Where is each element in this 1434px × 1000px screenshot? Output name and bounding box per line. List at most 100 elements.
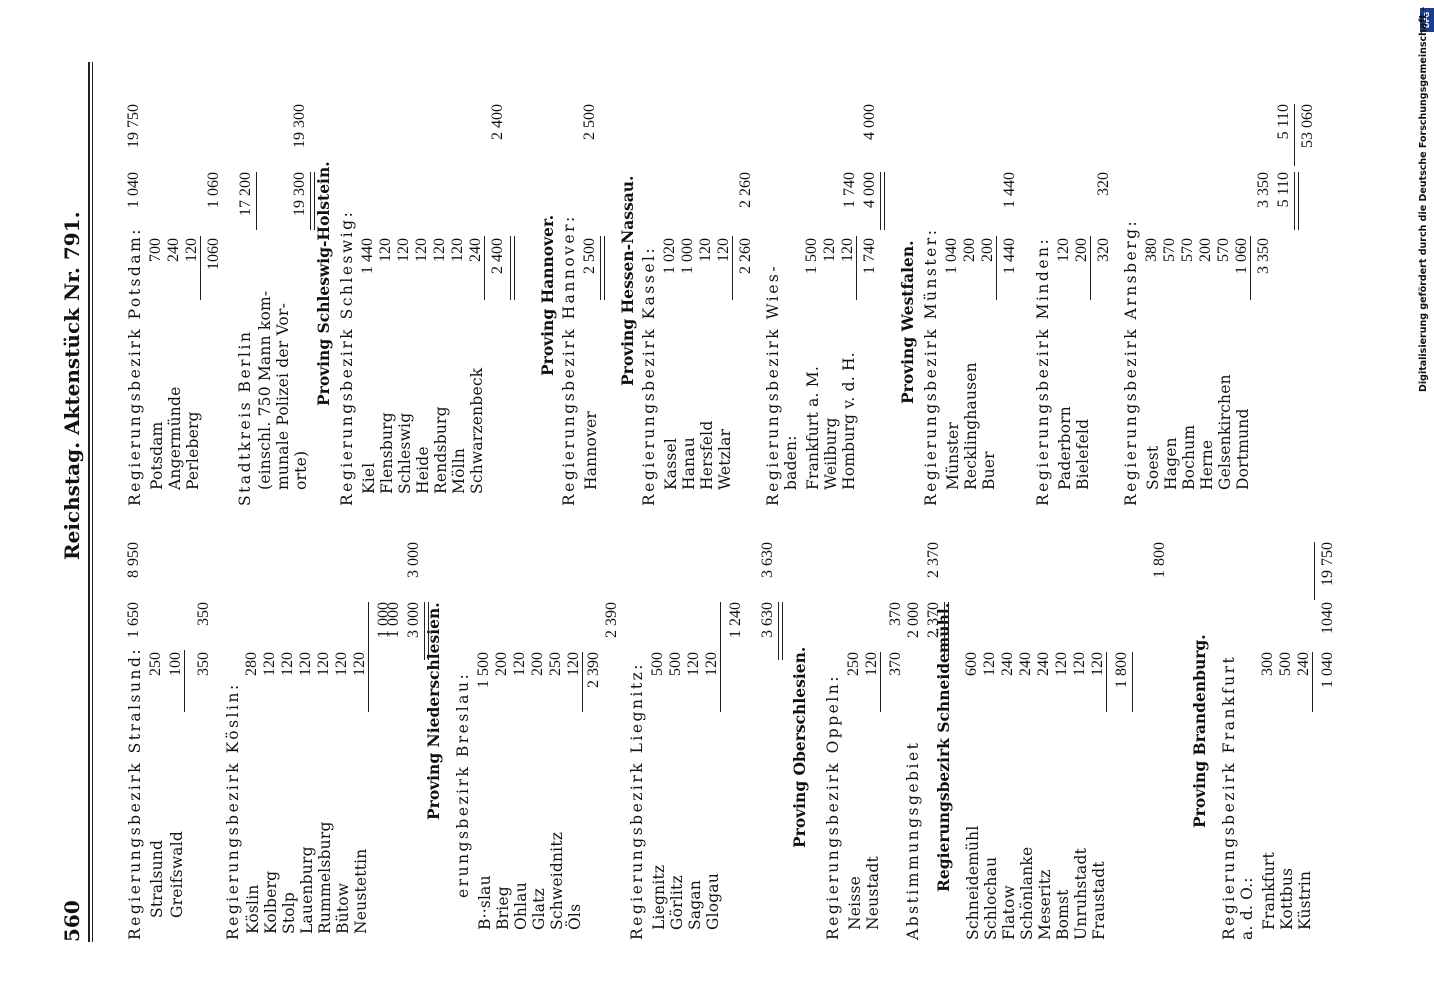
value: 120 xyxy=(431,238,448,262)
berlin-label-4: orte) xyxy=(292,450,310,490)
value: 120 xyxy=(1089,652,1106,676)
value: 120 xyxy=(839,238,856,262)
value: 1 500 xyxy=(803,238,820,274)
value: 250 xyxy=(147,652,164,676)
value: 120 xyxy=(449,238,466,262)
dfg-logo: DFG xyxy=(1420,8,1434,32)
rule xyxy=(428,602,429,660)
running-title: Reichstag. Aktenstück Nr. 791. xyxy=(60,211,84,560)
section-heading: Proving Oberschlesien. xyxy=(790,646,809,848)
subtotal: 1 440 xyxy=(1001,238,1018,274)
list-item: Münster xyxy=(944,421,962,490)
sum: 1040 xyxy=(1319,602,1336,634)
value: 120 xyxy=(685,652,702,676)
list-item: Brieg xyxy=(494,886,512,930)
breslau-label: erungsbezirk Breslau: xyxy=(454,671,472,898)
sum: 1 440 xyxy=(1001,172,1018,208)
value: 120 xyxy=(981,652,998,676)
subtotal: 1 800 xyxy=(1113,652,1130,688)
list-item: Bochum xyxy=(1180,424,1198,490)
potsdam-label: Regierungsbezirk Potsdam: xyxy=(126,227,144,506)
value: 250 xyxy=(547,652,564,676)
list-item: Greifswald xyxy=(168,830,186,918)
koeslin-label: Regierungsbezirk Köslin: xyxy=(224,682,242,940)
list-item: Köslin xyxy=(244,884,262,934)
list-item: Neustettin xyxy=(352,848,370,934)
section-heading: Proving Brandenburg. xyxy=(1190,634,1209,828)
subtotal: 3 350 xyxy=(1255,238,1272,274)
value: 120 xyxy=(183,238,200,262)
sum: 2 370 xyxy=(925,542,942,578)
list-item: Neustadt xyxy=(864,856,882,930)
list-item: Glatz xyxy=(530,888,548,930)
sum: 2 370 xyxy=(925,602,942,638)
sum: 2 000 xyxy=(905,602,922,638)
list-item: Flensburg xyxy=(378,412,396,494)
rule xyxy=(604,236,605,300)
value: 1 020 xyxy=(661,238,678,274)
wiesbaden-label: Regierungsbezirk Wies- xyxy=(764,263,782,506)
rule xyxy=(1312,652,1313,712)
sum: 4 000 xyxy=(861,104,878,140)
value: 2 500 xyxy=(581,238,598,274)
grand-total: 53 060 xyxy=(1299,104,1316,148)
rule xyxy=(484,236,485,300)
rule xyxy=(368,602,369,712)
value: 240 xyxy=(999,652,1016,676)
subtotal: 2 400 xyxy=(489,238,506,274)
sum: 4 000 xyxy=(861,172,878,208)
rule xyxy=(996,236,997,300)
list-item: Herne xyxy=(1198,439,1216,490)
sum: 3 630 xyxy=(759,542,776,578)
value: 500 xyxy=(649,652,666,676)
value: 240 xyxy=(467,238,484,262)
list-item: Öls xyxy=(566,903,584,930)
value: 120 xyxy=(821,238,838,262)
sum: 2 500 xyxy=(581,104,598,140)
rule xyxy=(1294,172,1295,230)
value: 200 xyxy=(1197,238,1214,262)
list-item: Mölln xyxy=(450,447,468,494)
list-item: Heide xyxy=(414,446,432,494)
rule xyxy=(582,652,583,712)
list-item: Rummelsburg xyxy=(316,821,334,934)
value: 120 xyxy=(1053,652,1070,676)
list-item: Unruhstadt xyxy=(1072,848,1090,940)
value: 120 xyxy=(511,652,528,676)
sum: 1 040 xyxy=(125,172,142,208)
sum: 19 300 xyxy=(291,172,308,216)
rule xyxy=(510,236,511,300)
wiesbaden-label-2: baden: xyxy=(782,435,800,490)
value: 570 xyxy=(1179,238,1196,262)
list-item: Kassel xyxy=(662,437,680,490)
sum: 3 000 xyxy=(405,542,422,578)
subtotal: 1 740 xyxy=(861,238,878,274)
rule xyxy=(514,236,515,300)
value: 1 440 xyxy=(359,238,376,274)
list-item: Fraustadt xyxy=(1090,861,1108,940)
sum: 3 350 xyxy=(1255,172,1272,208)
value: 120 xyxy=(565,652,582,676)
rule xyxy=(880,172,881,230)
list-item: Görlitz xyxy=(668,875,686,930)
rule xyxy=(200,236,201,300)
sum: 19 750 xyxy=(1319,542,1336,586)
value: 120 xyxy=(315,652,332,676)
kassel-label: Regierungsbezirk Kassel: xyxy=(640,245,658,506)
value: 200 xyxy=(979,238,996,262)
list-item: Schwarzenbeck xyxy=(468,367,486,494)
list-item: Liegnitz xyxy=(650,864,668,930)
list-item: Schweidnitz xyxy=(548,831,566,930)
value: 570 xyxy=(1161,238,1178,262)
list-item: Perleberg xyxy=(184,411,202,490)
list-item: B··slau xyxy=(476,875,494,930)
list-item: Schlochau xyxy=(982,856,1000,940)
value: 120 xyxy=(279,652,296,676)
sum: 320 xyxy=(1095,172,1112,196)
value: 570 xyxy=(1215,238,1232,262)
section-heading: Proving Hannover. xyxy=(538,214,557,376)
list-item: Recklinghausen xyxy=(962,362,980,490)
list-item: Buer xyxy=(980,451,998,490)
sum: 3 630 xyxy=(759,602,776,638)
